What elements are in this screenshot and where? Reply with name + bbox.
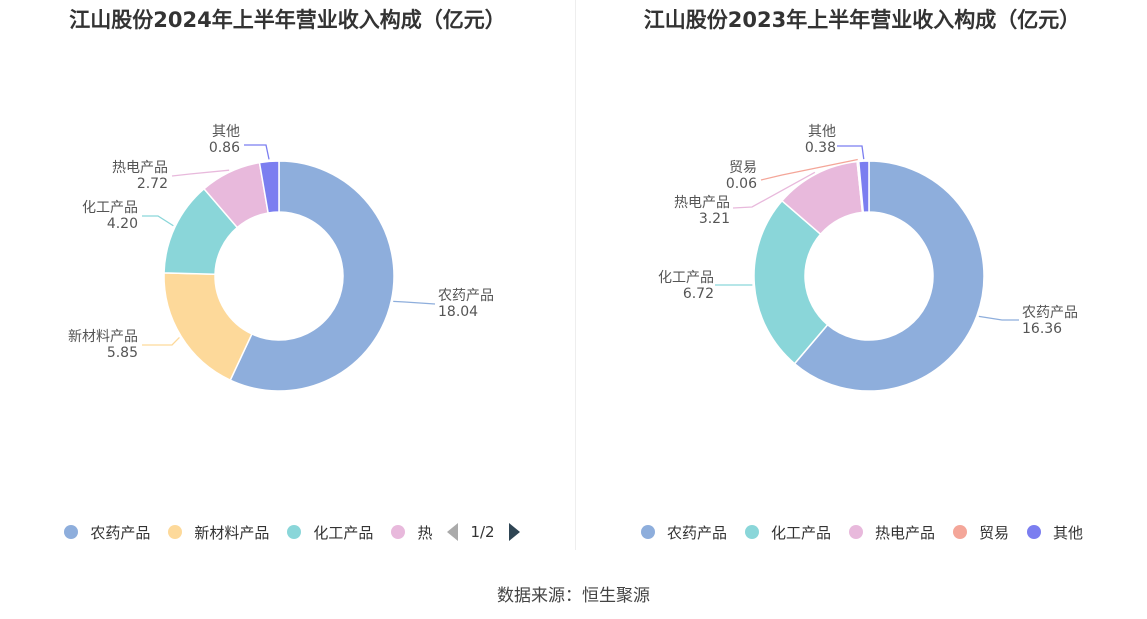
- legend-item[interactable]: 农药产品: [640, 522, 727, 543]
- leader-line-热电产品: [171, 169, 230, 177]
- legend-item[interactable]: 热电产品: [848, 522, 935, 543]
- slice-label-name: 化工产品: [658, 270, 714, 286]
- slice-农药产品[interactable]: [793, 160, 985, 392]
- data-source: 数据来源：恒生聚源: [497, 586, 650, 606]
- slice-label-value: 16.36: [1022, 321, 1062, 337]
- leader-line-贸易: [760, 158, 858, 181]
- slice-label-name: 贸易: [729, 160, 757, 176]
- legend-swatch: [744, 525, 759, 539]
- slice-其他[interactable]: [857, 160, 870, 214]
- legend-swatch: [1027, 525, 1042, 539]
- legend-item[interactable]: 化工产品: [287, 522, 373, 543]
- legend-label: 贸易: [979, 523, 1010, 542]
- chart-title: 江山股份2024年上半年营业收入构成（亿元）: [69, 8, 506, 32]
- legend: 农药产品 新材料产品 化工产品 热 1/2: [0, 520, 575, 544]
- legend-swatch: [287, 525, 302, 539]
- slice-label-name: 化工产品: [82, 200, 138, 216]
- leader-line-化工产品: [142, 215, 174, 227]
- panel-divider: [575, 0, 576, 550]
- legend-label: 热电产品: [874, 523, 935, 542]
- slice-label-name: 热电产品: [674, 195, 730, 211]
- slice-label-name: 农药产品: [1022, 305, 1078, 321]
- leader-line-新材料产品: [142, 336, 180, 346]
- slice-农药产品[interactable]: [229, 160, 395, 392]
- slice-label-value: 3.21: [699, 211, 730, 227]
- legend-item[interactable]: 热: [391, 522, 432, 543]
- legend-label: 农药产品: [666, 523, 727, 542]
- chart-panel-2024: 江山股份2024年上半年营业收入构成（亿元） 农药产品 18.04 新材料产品 5.8…: [0, 0, 575, 555]
- slice-label-value: 5.85: [107, 345, 138, 361]
- slice-label-value: 18.04: [438, 304, 478, 320]
- legend-swatch: [391, 525, 406, 539]
- leader-line-其他: [837, 145, 865, 160]
- legend-prev-icon[interactable]: [447, 523, 459, 541]
- chart-panel-2023: 江山股份2023年上半年营业收入构成（亿元） 农药产品 16.36 化工产品 6.72…: [577, 0, 1147, 555]
- legend-item[interactable]: 化工产品: [744, 522, 831, 543]
- legend-label: 化工产品: [770, 523, 831, 542]
- legend-item[interactable]: 农药产品: [64, 522, 150, 543]
- slice-label-value: 2.72: [137, 176, 168, 192]
- legend-swatch: [640, 525, 655, 539]
- slice-label-value: 0.38: [805, 140, 836, 156]
- slice-label-name: 其他: [212, 124, 240, 140]
- legend-next-icon[interactable]: [508, 523, 520, 541]
- leader-line-农药产品: [978, 315, 1019, 321]
- legend-item[interactable]: 新材料产品: [168, 522, 269, 543]
- legend-swatch: [848, 525, 863, 539]
- chart-title: 江山股份2023年上半年营业收入构成（亿元）: [643, 8, 1081, 32]
- slice-label-name: 新材料产品: [68, 329, 138, 345]
- legend-item[interactable]: 贸易: [953, 522, 1009, 543]
- legend-page-indicator: 1/2: [470, 523, 495, 541]
- leader-line-热电产品: [732, 171, 816, 209]
- legend-swatch: [953, 525, 967, 539]
- legend-swatch: [168, 525, 183, 539]
- legend-pager: 1/2: [447, 523, 520, 541]
- leader-line-其他: [244, 144, 270, 160]
- legend-label: 农药产品: [90, 523, 151, 542]
- legend-label: 热: [417, 523, 433, 542]
- slice-label-name: 农药产品: [438, 288, 494, 304]
- slice-label-value: 0.06: [726, 176, 757, 192]
- legend-label: 化工产品: [313, 523, 374, 542]
- legend-item[interactable]: 其他: [1027, 522, 1083, 543]
- slice-其他[interactable]: [258, 160, 280, 214]
- slice-label-name: 其他: [808, 124, 836, 140]
- slice-label-value: 4.20: [107, 216, 138, 232]
- slice-label-name: 热电产品: [112, 160, 168, 176]
- legend-label: 其他: [1053, 523, 1084, 542]
- slice-化工产品[interactable]: [753, 199, 829, 365]
- legend-label: 新材料产品: [194, 523, 270, 542]
- slice-label-value: 6.72: [683, 286, 714, 302]
- legend-swatch: [64, 525, 79, 539]
- legend: 农药产品 化工产品 热电产品 贸易 其他: [577, 520, 1147, 544]
- leader-line-农药产品: [393, 300, 436, 305]
- slice-label-value: 0.86: [209, 140, 240, 156]
